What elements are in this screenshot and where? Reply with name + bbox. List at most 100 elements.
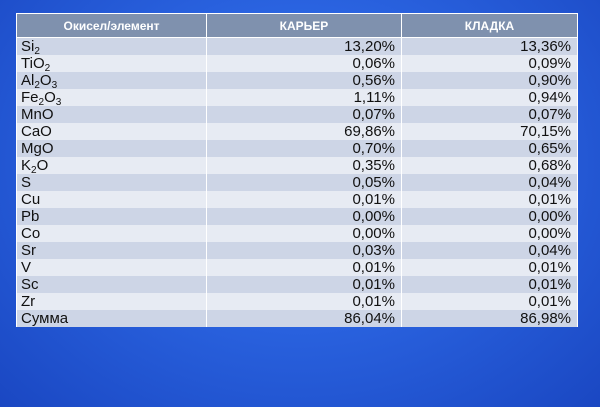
cell-compound: S <box>16 174 207 191</box>
cell-compound: MnO <box>16 106 207 123</box>
cell-quarry-value: 0,00% <box>206 225 402 242</box>
header-quarry: КАРЬЕР <box>206 13 402 38</box>
cell-compound: V <box>16 259 207 276</box>
cell-masonry-value: 0,68% <box>401 157 578 174</box>
formula-part: Co <box>21 225 41 242</box>
cell-quarry-value: 13,20% <box>206 37 402 55</box>
cell-masonry-value: 0,65% <box>401 140 578 157</box>
cell-compound: MgO <box>16 140 207 157</box>
formula-part: Sr <box>21 242 36 259</box>
cell-masonry-value: 0,04% <box>401 174 578 191</box>
table-row: K2O 0,35% 0,68% <box>16 157 578 176</box>
cell-quarry-value: 0,70% <box>206 140 402 157</box>
table-row: S 0,05% 0,04% <box>16 174 578 191</box>
formula-part: Fe <box>21 89 39 106</box>
cell-quarry-value: 0,35% <box>206 157 402 174</box>
cell-quarry-value: 0,07% <box>206 106 402 123</box>
table-row: Pb 0,00% 0,00% <box>16 208 578 225</box>
formula-part: Zr <box>21 293 36 310</box>
header-row: Окисел/элемент КАРЬЕР КЛАДКА <box>16 13 578 38</box>
formula-part: Cu <box>21 191 41 208</box>
formula-part: Si <box>21 38 35 55</box>
subscript: 2 <box>38 97 45 108</box>
formula-part: O <box>44 89 56 106</box>
subscript: 2 <box>44 63 51 74</box>
cell-masonry-value: 13,36% <box>401 37 578 55</box>
table-row: Fe2O3 1,11% 0,94% <box>16 89 578 108</box>
table-row: Sr 0,03% 0,04% <box>16 242 578 259</box>
table-row: Zr 0,01% 0,01% <box>16 293 578 310</box>
cell-masonry-value: 0,01% <box>401 191 578 208</box>
subscript: 3 <box>51 80 58 91</box>
table-row: Co 0,00% 0,00% <box>16 225 578 242</box>
cell-quarry-value: 0,01% <box>206 293 402 310</box>
formula-part: O <box>32 55 45 72</box>
cell-quarry-value: 1,11% <box>206 89 402 106</box>
cell-compound: Sr <box>16 242 207 259</box>
cell-compound: Co <box>16 225 207 242</box>
table-row: Al2O3 0,56% 0,90% <box>16 72 578 91</box>
table-row: Cu 0,01% 0,01% <box>16 191 578 208</box>
cell-compound: Сумма <box>16 310 207 327</box>
formula-part: MnO <box>21 106 54 123</box>
formula-part: Pb <box>21 208 40 225</box>
subscript: 2 <box>34 80 40 91</box>
table-row: TiO2 0,06% 0,09% <box>16 55 578 74</box>
table-row: Sc 0,01% 0,01% <box>16 276 578 293</box>
table-row: MgO 0,70% 0,65% <box>16 140 578 157</box>
cell-compound: Si2 <box>16 37 207 57</box>
cell-quarry-value: 0,03% <box>206 242 402 259</box>
table-row: MnO 0,07% 0,07% <box>16 106 578 123</box>
cell-compound: K2O <box>16 157 207 176</box>
cell-masonry-value: 0,00% <box>401 225 578 242</box>
cell-quarry-value: 0,01% <box>206 191 402 208</box>
cell-compound: TiO2 <box>16 55 207 74</box>
cell-masonry-value: 0,04% <box>401 242 578 259</box>
formula-part: S <box>21 174 32 191</box>
table-row: Si2 13,20% 13,36% <box>16 37 578 57</box>
cell-masonry-value: 86,98% <box>401 310 578 327</box>
cell-compound: Pb <box>16 208 207 225</box>
composition-table: Окисел/элемент КАРЬЕР КЛАДКА Si2 13,20% 13… <box>16 13 578 327</box>
cell-quarry-value: 86,04% <box>206 310 402 327</box>
formula-part: Al <box>21 72 35 89</box>
cell-compound: Al2O3 <box>16 72 207 91</box>
formula-part: O <box>36 157 49 174</box>
cell-quarry-value: 0,01% <box>206 259 402 276</box>
header-masonry: КЛАДКА <box>401 13 578 38</box>
formula-part: Ti <box>21 55 33 72</box>
table-body: Si2 13,20% 13,36% TiO2 0,06% 0,09% Al2O3 0,56% 0… <box>16 37 578 327</box>
subscript: 2 <box>31 165 37 176</box>
formula-part: Sc <box>21 276 39 293</box>
cell-masonry-value: 0,07% <box>401 106 578 123</box>
table-row: Сумма 86,04% 86,98% <box>16 310 578 327</box>
cell-masonry-value: 0,90% <box>401 72 578 89</box>
cell-masonry-value: 0,00% <box>401 208 578 225</box>
header-oxide-element: Окисел/элемент <box>16 13 207 38</box>
cell-compound: Sc <box>16 276 207 293</box>
formula-part: K <box>21 157 32 174</box>
cell-quarry-value: 69,86% <box>206 123 402 140</box>
formula-part: Сумма <box>21 310 69 327</box>
cell-masonry-value: 0,01% <box>401 293 578 310</box>
cell-masonry-value: 0,09% <box>401 55 578 72</box>
table-row: V 0,01% 0,01% <box>16 259 578 276</box>
cell-quarry-value: 0,56% <box>206 72 402 89</box>
cell-compound: Cu <box>16 191 207 208</box>
cell-masonry-value: 70,15% <box>401 123 578 140</box>
cell-compound: CaO <box>16 123 207 140</box>
formula-part: V <box>21 259 32 276</box>
cell-quarry-value: 0,05% <box>206 174 402 191</box>
cell-masonry-value: 0,01% <box>401 276 578 293</box>
cell-quarry-value: 0,06% <box>206 55 402 72</box>
table-row: CaO 69,86% 70,15% <box>16 123 578 140</box>
subscript: 2 <box>34 46 40 57</box>
cell-masonry-value: 0,01% <box>401 259 578 276</box>
cell-quarry-value: 0,01% <box>206 276 402 293</box>
cell-compound: Fe2O3 <box>16 89 207 108</box>
cell-masonry-value: 0,94% <box>401 89 578 106</box>
formula-part: MgO <box>21 140 54 157</box>
cell-quarry-value: 0,00% <box>206 208 402 225</box>
formula-part: CaO <box>21 123 52 140</box>
